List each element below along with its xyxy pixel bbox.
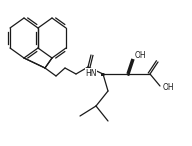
Text: OH: OH: [135, 51, 147, 60]
Text: HN: HN: [85, 68, 97, 78]
Text: OH: OH: [163, 82, 175, 92]
